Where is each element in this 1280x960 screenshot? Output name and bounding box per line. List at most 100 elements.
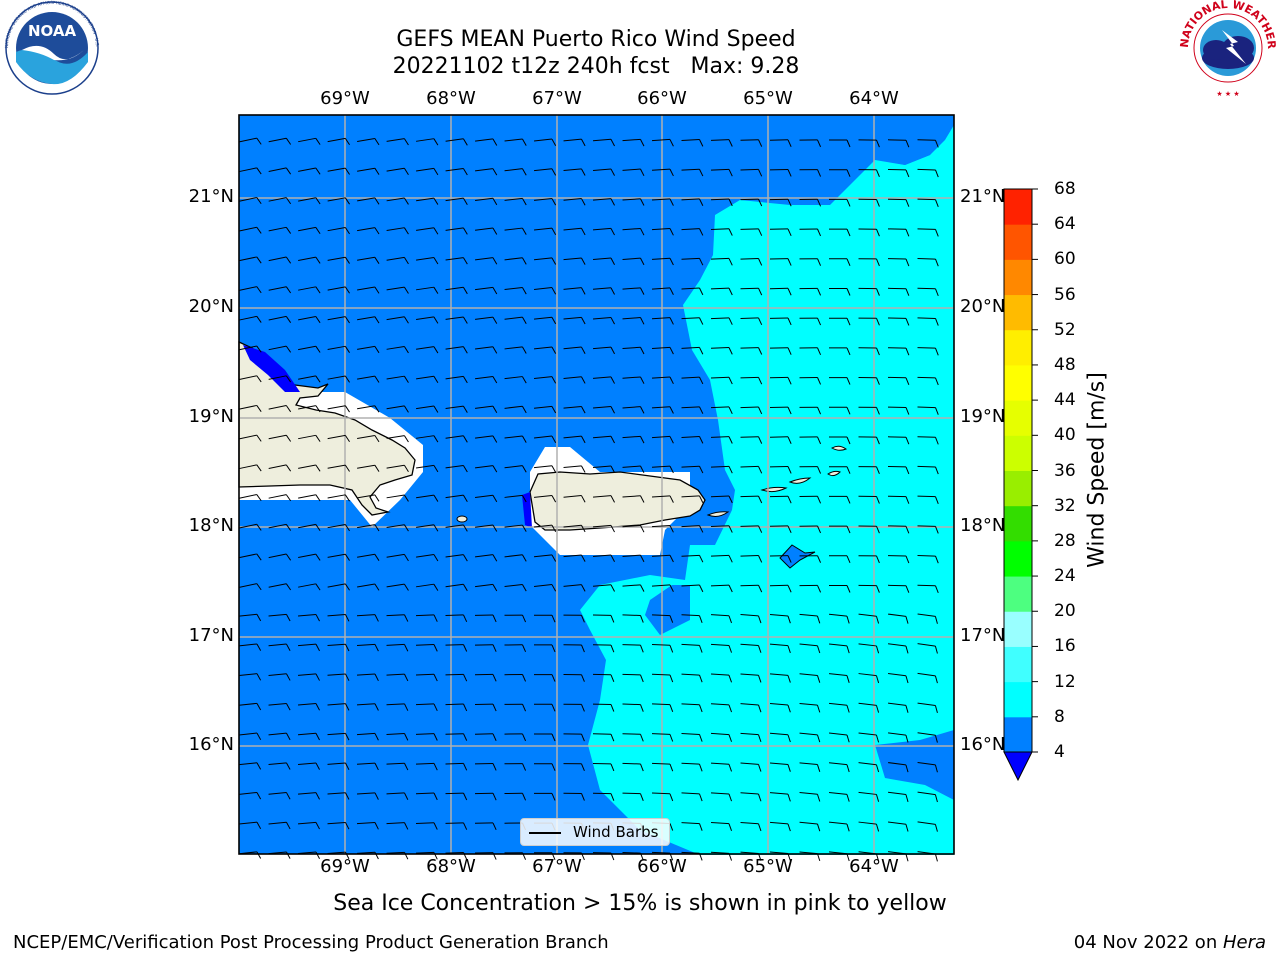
wind-barb: [769, 287, 792, 296]
wind-barb: [415, 673, 438, 682]
wind-barb: [622, 524, 645, 533]
wind-barb: [386, 286, 409, 294]
wind-barb: [297, 762, 320, 770]
wind-barb: [622, 287, 645, 295]
wind-barb: [858, 673, 880, 684]
wind-barb: [592, 435, 615, 444]
wind-barb: [651, 465, 674, 474]
wind-barb: [298, 167, 321, 175]
wind-barb: [769, 347, 792, 355]
wind-barb: [386, 762, 409, 771]
wind-barb: [386, 703, 409, 711]
wind-barb: [504, 376, 527, 384]
wind-barb: [828, 821, 850, 832]
wind-barb: [769, 555, 792, 563]
wind-barb: [769, 228, 792, 237]
wind-barb: [416, 316, 439, 324]
wind-barb: [297, 673, 320, 681]
wind-barb: [268, 405, 292, 413]
wind-barb: [239, 345, 262, 353]
wind-barb: [445, 762, 468, 771]
wind-barb: [327, 286, 350, 294]
wind-barb: [592, 346, 615, 355]
wind-barb: [504, 614, 527, 623]
wind-barb: [268, 762, 291, 770]
wind-barb: [888, 672, 909, 684]
wind-barb: [622, 435, 645, 444]
wind-barb: [799, 317, 822, 326]
wind-barb: [887, 198, 910, 207]
wind-barb: [268, 732, 291, 741]
wind-barb: [415, 733, 438, 741]
wind-band-4-8-se: [875, 730, 954, 800]
wind-barb: [858, 762, 880, 773]
wind-barb: [858, 347, 880, 356]
wind-barb: [239, 315, 262, 323]
colorbar-segment: [1004, 400, 1032, 436]
wind-barb: [475, 465, 498, 473]
wind-barb: [474, 703, 497, 712]
wind-barb: [386, 375, 409, 383]
wind-barb: [445, 644, 468, 652]
wind-barb: [740, 614, 762, 624]
wind-barb: [769, 436, 792, 444]
wind-barb: [504, 465, 527, 473]
colorbar-segment: [1004, 646, 1032, 683]
wind-barb: [268, 851, 291, 859]
wind-barb: [681, 139, 704, 147]
wind-barb: [799, 495, 822, 504]
wind-barb: [681, 614, 703, 623]
wind-barb: [651, 644, 674, 653]
wind-barb: [769, 258, 792, 266]
wind-barb: [799, 732, 821, 743]
wind-barb: [858, 495, 880, 504]
map-frame: [238, 114, 955, 855]
wind-barb: [592, 614, 615, 623]
wind-barb: [239, 464, 262, 472]
wind-barb: [386, 614, 409, 622]
wind-barb: [239, 434, 262, 442]
wind-barb: [445, 167, 468, 176]
wind-barb: [681, 584, 704, 593]
wind-barb: [297, 821, 320, 830]
wind-barb: [238, 791, 262, 800]
wind-barb: [386, 345, 409, 354]
wind-barb: [917, 495, 939, 504]
lat-label-right: 20°N: [960, 296, 1006, 317]
wind-barb: [799, 673, 821, 683]
wind-barb: [887, 584, 910, 593]
wind-barb: [238, 673, 262, 681]
wind-barb: [858, 228, 880, 237]
wind-barb: [357, 375, 380, 383]
wind-barb: [740, 584, 763, 593]
wind-barb: [327, 524, 350, 532]
wind-barb: [327, 703, 350, 711]
wind-barb: [563, 346, 586, 354]
wind-barb: [533, 435, 557, 443]
wind-barb: [298, 286, 321, 294]
st-croix-island: [779, 544, 816, 569]
wind-barb: [475, 227, 498, 235]
wind-barb: [769, 792, 791, 802]
wind-barb: [475, 375, 498, 384]
wind-barb: [327, 375, 350, 383]
wind-barb: [386, 822, 409, 830]
wind-barb: [622, 198, 645, 206]
wind-barb: [268, 137, 292, 145]
wind-barb: [268, 434, 292, 442]
wind-barb: [710, 198, 733, 207]
wind-barb: [769, 376, 792, 385]
wind-barb: [386, 464, 409, 473]
wind-barb: [769, 495, 792, 504]
wind-barb: [357, 167, 380, 175]
wind-barb: [858, 613, 880, 624]
wind-barb: [445, 375, 468, 384]
wind-barb: [416, 494, 439, 502]
wind-barbs-legend: Wind Barbs: [520, 818, 670, 846]
wind-barb: [327, 792, 350, 800]
wind-barb: [415, 792, 438, 801]
wind-barb: [592, 792, 615, 801]
wind-barb: [858, 139, 880, 148]
wind-barb: [858, 466, 880, 475]
wind-barb: [563, 168, 586, 176]
